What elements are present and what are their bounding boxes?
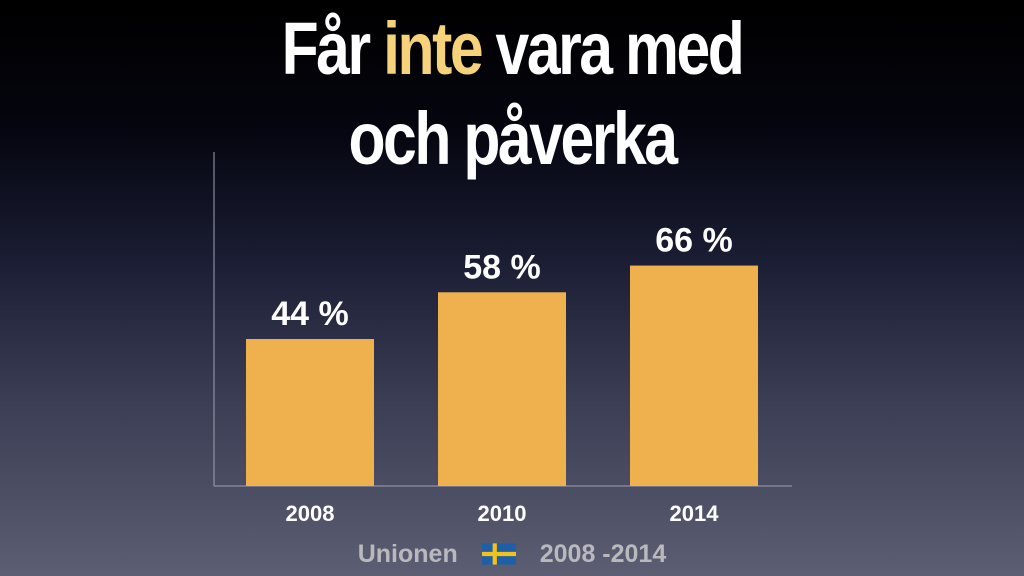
data-label-2008: 44 % bbox=[271, 295, 349, 333]
bar-2010 bbox=[438, 292, 566, 486]
title-word-far: Får bbox=[281, 7, 372, 90]
swedish-flag-icon bbox=[481, 543, 516, 565]
title-highlight-word: inte bbox=[383, 7, 483, 90]
chart-title-line-1: Får inte vara med bbox=[92, 6, 932, 92]
title-words-vara-med: vara med bbox=[495, 7, 745, 90]
bar-chart: 44 % 2008 58 % 2010 66 % 2014 bbox=[213, 152, 792, 526]
data-label-2010: 58 % bbox=[463, 248, 541, 286]
x-tick-label-2010: 2010 bbox=[478, 501, 527, 526]
x-tick-label-2008: 2008 bbox=[286, 501, 335, 526]
source-label: Unionen bbox=[357, 539, 458, 568]
chart-footer: Unionen 2008 -2014 bbox=[0, 536, 1024, 572]
bar-2008 bbox=[246, 339, 374, 486]
data-label-2014: 66 % bbox=[655, 222, 733, 260]
bar-2014 bbox=[630, 265, 758, 486]
x-tick-label-2014: 2014 bbox=[670, 501, 720, 526]
period-label: 2008 -2014 bbox=[539, 539, 667, 568]
chart-title-line-2: och påverka bbox=[348, 97, 678, 180]
